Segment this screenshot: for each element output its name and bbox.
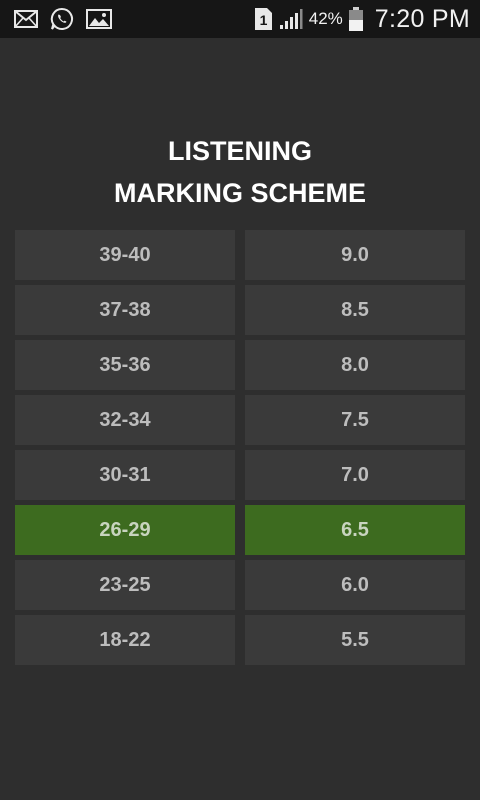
clock: 7:20 PM (374, 4, 470, 33)
page-title: LISTENING MARKING SCHEME (0, 130, 480, 214)
table-row: 32-34 7.5 (15, 395, 465, 445)
battery-percent: 42% (308, 9, 343, 28)
band-score-cell: 7.5 (245, 395, 465, 445)
table-row-highlighted: 26-29 6.5 (15, 505, 465, 555)
sim-card-icon: 1 (253, 7, 273, 31)
table-row: 30-31 7.0 (15, 450, 465, 500)
notification-icons (14, 7, 112, 31)
band-score-cell: 8.5 (245, 285, 465, 335)
score-range-cell: 30-31 (15, 450, 235, 500)
score-range-cell: 37-38 (15, 285, 235, 335)
table-row: 35-36 8.0 (15, 340, 465, 390)
marking-scheme-table: 39-40 9.0 37-38 8.5 35-36 8.0 32-34 7.5 … (15, 230, 465, 670)
sim-slot-label: 1 (259, 12, 267, 28)
band-score-cell: 8.0 (245, 340, 465, 390)
band-score-cell: 9.0 (245, 230, 465, 280)
score-range-cell: 18-22 (15, 615, 235, 665)
signal-strength-icon (279, 8, 303, 30)
band-score-cell: 7.0 (245, 450, 465, 500)
gallery-icon (86, 9, 112, 29)
band-score-cell: 5.5 (245, 615, 465, 665)
score-range-cell: 39-40 (15, 230, 235, 280)
table-row: 39-40 9.0 (15, 230, 465, 280)
score-range-cell: 35-36 (15, 340, 235, 390)
table-row: 37-38 8.5 (15, 285, 465, 335)
title-line-listening: LISTENING (167, 136, 312, 166)
title-line-marking-scheme: MARKING SCHEME (113, 178, 366, 208)
band-score-cell: 6.5 (245, 505, 465, 555)
table-row: 18-22 5.5 (15, 615, 465, 665)
table-row: 23-25 6.0 (15, 560, 465, 610)
status-bar: 1 42% 7:20 PM (0, 0, 480, 38)
band-score-cell: 6.0 (245, 560, 465, 610)
whatsapp-icon (50, 7, 74, 31)
score-range-cell: 32-34 (15, 395, 235, 445)
battery-icon (348, 7, 363, 31)
system-indicators: 1 42% 7:20 PM (253, 5, 470, 34)
score-range-cell: 26-29 (15, 505, 235, 555)
score-range-cell: 23-25 (15, 560, 235, 610)
mail-icon (14, 10, 38, 28)
